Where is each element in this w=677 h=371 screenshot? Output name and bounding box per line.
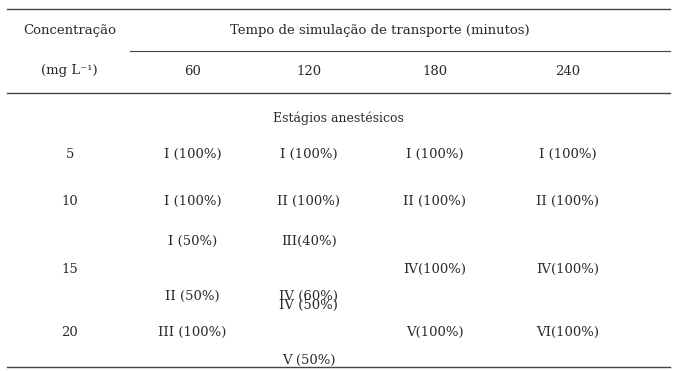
Text: I (100%): I (100%) xyxy=(406,148,464,161)
Text: I (100%): I (100%) xyxy=(164,196,221,209)
Text: III(40%): III(40%) xyxy=(281,235,336,248)
Text: Tempo de simulação de transporte (minutos): Tempo de simulação de transporte (minuto… xyxy=(230,24,530,37)
Text: IV (60%): IV (60%) xyxy=(279,290,338,303)
Text: 10: 10 xyxy=(62,196,78,209)
Text: II (50%): II (50%) xyxy=(165,290,220,303)
Text: 120: 120 xyxy=(296,65,321,78)
Text: V (50%): V (50%) xyxy=(282,354,335,367)
Text: I (50%): I (50%) xyxy=(168,235,217,248)
Text: 240: 240 xyxy=(555,65,580,78)
Text: I (100%): I (100%) xyxy=(539,148,596,161)
Text: 5: 5 xyxy=(66,148,74,161)
Text: 60: 60 xyxy=(184,65,201,78)
Text: V(100%): V(100%) xyxy=(406,326,464,339)
Text: (mg L⁻¹): (mg L⁻¹) xyxy=(41,65,98,78)
Text: IV(100%): IV(100%) xyxy=(403,263,466,276)
Text: 15: 15 xyxy=(62,263,78,276)
Text: Estágios anestésicos: Estágios anestésicos xyxy=(273,112,404,125)
Text: I (100%): I (100%) xyxy=(280,148,337,161)
Text: I (100%): I (100%) xyxy=(164,148,221,161)
Text: 20: 20 xyxy=(62,326,78,339)
Text: II (100%): II (100%) xyxy=(277,196,340,209)
Text: Concentração: Concentração xyxy=(23,24,116,37)
Text: VI(100%): VI(100%) xyxy=(536,326,599,339)
Text: IV (50%): IV (50%) xyxy=(279,299,338,312)
Text: III (100%): III (100%) xyxy=(158,326,227,339)
Text: IV(100%): IV(100%) xyxy=(536,263,599,276)
Text: II (100%): II (100%) xyxy=(403,196,466,209)
Text: II (100%): II (100%) xyxy=(536,196,599,209)
Text: 180: 180 xyxy=(422,65,447,78)
